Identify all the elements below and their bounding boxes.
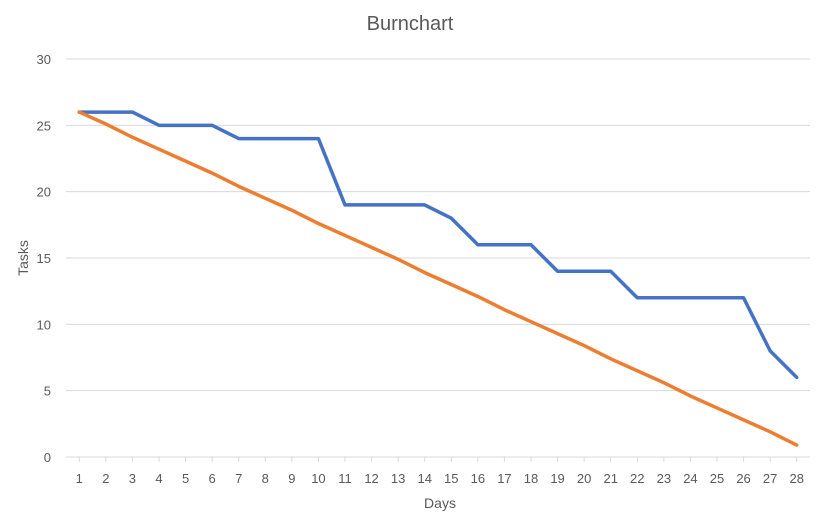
x-tick-label: 5 (182, 471, 189, 486)
x-tick-label: 19 (550, 471, 564, 486)
y-tick-label: 20 (37, 185, 51, 200)
orange-series-line (77, 110, 799, 447)
x-tick-label: 1 (76, 471, 83, 486)
x-tick-label: 9 (288, 471, 295, 486)
x-tick-label: 21 (603, 471, 617, 486)
x-tick-label: 23 (657, 471, 671, 486)
y-tick-label: 10 (37, 317, 51, 332)
x-tick-label: 13 (391, 471, 405, 486)
gridlines (66, 58, 810, 392)
x-tick-label: 12 (364, 471, 378, 486)
y-tick-label: 25 (37, 118, 51, 133)
axes (66, 456, 810, 462)
y-tick-label: 15 (37, 251, 51, 266)
x-tick-label: 25 (710, 471, 724, 486)
x-tick-label: 28 (789, 471, 803, 486)
x-tick-label: 17 (497, 471, 511, 486)
x-tick-label: 16 (471, 471, 485, 486)
x-tick-labels: 1 2 3 4 5 6 7 8 9 10 11 12 13 14 15 16 17 18 19 20 21 22 23 24 2… (76, 471, 804, 486)
x-tick-label: 18 (524, 471, 538, 486)
x-tick-label: 27 (763, 471, 777, 486)
x-tick-label: 3 (129, 471, 136, 486)
x-tick-label: 26 (736, 471, 750, 486)
y-tick-label: 0 (44, 450, 51, 465)
x-tick-label: 11 (338, 471, 352, 486)
blue-series-line (77, 110, 799, 380)
x-tick-label: 10 (311, 471, 325, 486)
x-axis-label: Days (424, 495, 456, 511)
x-tick-label: 8 (262, 471, 269, 486)
y-tick-label: 5 (44, 384, 51, 399)
x-tick-label: 6 (209, 471, 216, 486)
y-tick-labels: 0 5 10 15 20 25 30 (37, 52, 51, 465)
x-tick-label: 2 (102, 471, 109, 486)
y-tick-label: 30 (37, 52, 51, 67)
x-tick-label: 7 (235, 471, 242, 486)
series-lines (77, 110, 799, 447)
x-tick-label: 14 (417, 471, 431, 486)
x-tick-label: 4 (155, 471, 162, 486)
x-tick-label: 22 (630, 471, 644, 486)
y-axis-label: Tasks (15, 240, 31, 276)
x-tick-label: 24 (683, 471, 697, 486)
x-tick-label: 15 (444, 471, 458, 486)
x-tick-label: 20 (577, 471, 591, 486)
chart-title: Burnchart (367, 13, 454, 35)
